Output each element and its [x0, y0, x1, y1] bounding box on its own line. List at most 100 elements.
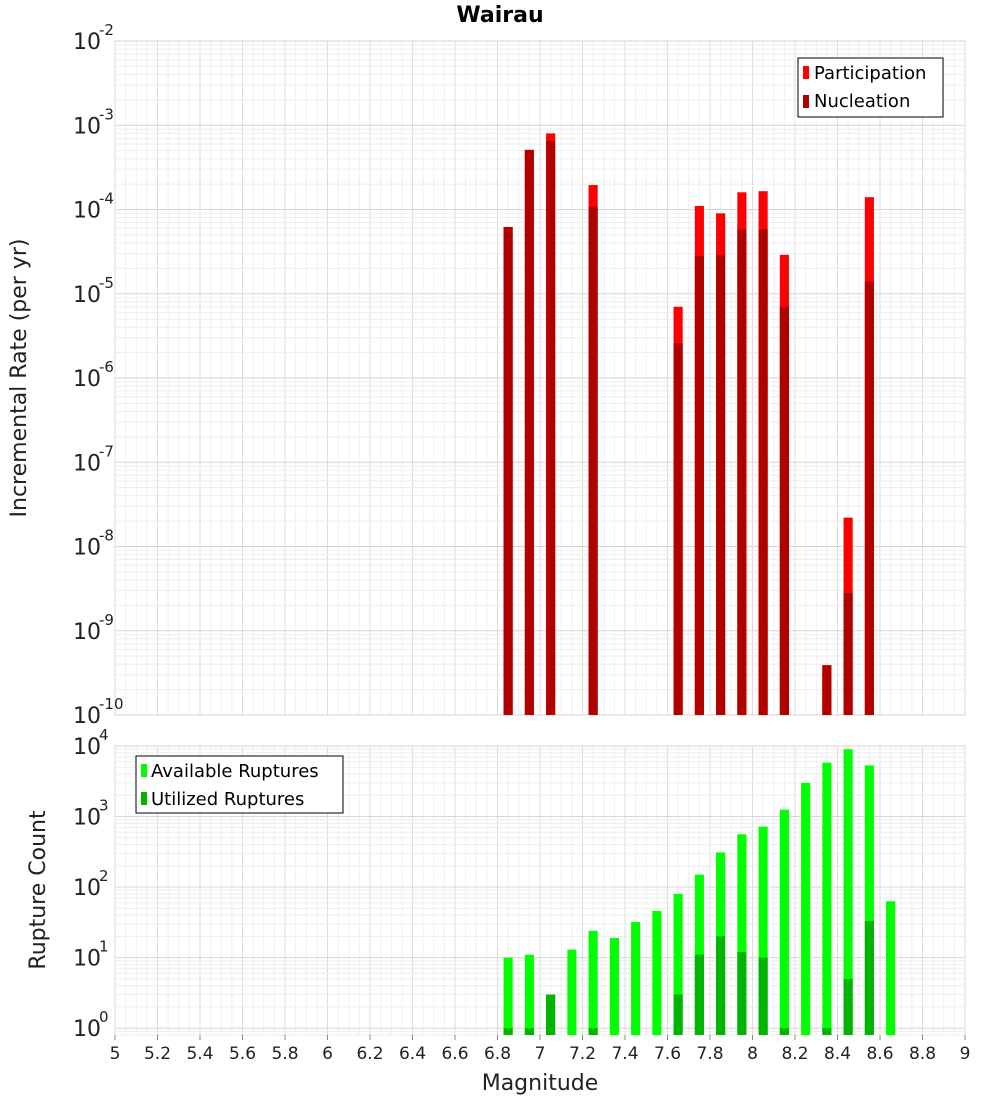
x-tick-label: 7.6 [654, 1044, 681, 1064]
legend-label-utilized: Utilized Ruptures [151, 789, 304, 810]
y-tick-label: 10 [73, 536, 101, 561]
y-tick-label: 10 [73, 704, 101, 729]
y-tick-exponent: -4 [99, 190, 114, 208]
x-tick-label: 6.6 [441, 1044, 468, 1064]
y-tick-exponent: -10 [99, 695, 124, 713]
bar-nucleation [503, 226, 513, 715]
y-tick-label: 10 [73, 947, 101, 972]
top-legend-box [797, 57, 944, 118]
x-tick-label: 7.8 [696, 1044, 723, 1064]
bar-nucleation [524, 149, 534, 715]
top-legend: Participation Nucleation [797, 57, 944, 118]
bar-available-ruptures [779, 809, 789, 1035]
bar-nucleation [779, 306, 789, 715]
bar-utilized-ruptures [864, 921, 874, 1035]
x-tick-label: 5 [110, 1044, 121, 1064]
y-tick-exponent: 4 [99, 726, 109, 744]
bottom-legend: Available Ruptures Utilized Ruptures [135, 755, 344, 814]
bar-utilized-ruptures [822, 1028, 832, 1035]
bar-utilized-ruptures [673, 994, 683, 1035]
bar-available-ruptures [737, 834, 747, 1035]
bottom-legend-box [135, 755, 344, 814]
x-tick-label: 7 [535, 1044, 546, 1064]
x-tick-label: 7.2 [569, 1044, 596, 1064]
bar-nucleation [822, 665, 832, 715]
bar-available-ruptures [609, 937, 619, 1035]
bottom-y-axis-title: Rupture Count [26, 810, 51, 970]
bar-nucleation [588, 206, 598, 715]
y-tick-exponent: -9 [99, 611, 114, 629]
bar-utilized-ruptures [588, 1028, 598, 1035]
x-tick-label: 6.2 [356, 1044, 383, 1064]
x-tick-label: 8.6 [866, 1044, 893, 1064]
legend-label-participation: Participation [814, 63, 926, 84]
x-tick-label: 5.4 [186, 1044, 213, 1064]
bar-nucleation [758, 229, 768, 715]
y-tick-label: 10 [73, 30, 101, 55]
y-tick-label: 10 [73, 876, 101, 901]
y-tick-label: 10 [73, 283, 101, 308]
y-tick-exponent: -3 [99, 105, 114, 123]
bar-nucleation [843, 593, 853, 715]
bar-available-ruptures [567, 949, 577, 1035]
y-tick-label: 10 [73, 199, 101, 224]
y-tick-label: 10 [73, 367, 101, 392]
bar-utilized-ruptures [694, 954, 704, 1035]
legend-label-nucleation: Nucleation [814, 91, 910, 112]
bar-utilized-ruptures [758, 957, 768, 1035]
bar-nucleation [737, 229, 747, 715]
x-tick-label: 7.4 [611, 1044, 638, 1064]
bar-available-ruptures [524, 954, 534, 1035]
x-tick-label: 9 [960, 1044, 971, 1064]
bar-available-ruptures [843, 749, 853, 1035]
bar-available-ruptures [864, 765, 874, 1035]
bar-available-ruptures [652, 910, 662, 1035]
y-tick-exponent: -6 [99, 358, 114, 376]
top-grid [114, 40, 966, 716]
x-tick-label: 8.4 [824, 1044, 851, 1064]
y-tick-exponent: 1 [99, 938, 109, 956]
y-tick-label: 10 [73, 451, 101, 476]
x-tick-label: 8.8 [909, 1044, 936, 1064]
legend-swatch-utilized [141, 792, 147, 805]
x-tick-label: 6.8 [484, 1044, 511, 1064]
x-tick-label: 5.2 [144, 1044, 171, 1064]
top-bars [503, 133, 874, 716]
bar-utilized-ruptures [716, 936, 726, 1035]
bar-available-ruptures [588, 930, 598, 1035]
bar-available-ruptures [822, 762, 832, 1035]
bar-utilized-ruptures [779, 1028, 789, 1035]
y-tick-label: 10 [73, 735, 101, 760]
bottom-bars [503, 749, 896, 1035]
bar-utilized-ruptures [546, 994, 556, 1035]
bar-utilized-ruptures [524, 1028, 534, 1035]
x-tick-label: 5.6 [229, 1044, 256, 1064]
bar-available-ruptures [801, 782, 811, 1035]
x-tick-label: 8 [747, 1044, 758, 1064]
bar-nucleation [864, 281, 874, 715]
bar-available-ruptures [886, 901, 896, 1035]
x-ticks: 5 5.2 5.4 5.6 5.8 6 6.2 6.4 6.6 6.8 7 7.2 7.4 7.6 7.8 8… [110, 1035, 971, 1064]
y-tick-exponent: 3 [99, 797, 109, 815]
x-tick-label: 6.4 [399, 1044, 426, 1064]
y-tick-exponent: -5 [99, 274, 114, 292]
y-tick-label: 10 [73, 1017, 101, 1042]
bar-available-ruptures [503, 957, 513, 1035]
bar-available-ruptures [631, 921, 641, 1035]
x-axis-title: Magnitude [482, 1071, 599, 1096]
bar-nucleation [546, 141, 556, 715]
legend-swatch-participation [803, 66, 809, 79]
legend-label-available: Available Ruptures [151, 761, 319, 782]
x-tick-label: 6 [322, 1044, 333, 1064]
x-tick-label: 8.2 [781, 1044, 808, 1064]
y-tick-exponent: -7 [99, 442, 114, 460]
y-tick-label: 10 [73, 806, 101, 831]
chart-title: Wairau [456, 3, 543, 28]
top-y-axis-title: Incremental Rate (per yr) [7, 239, 32, 518]
bar-available-ruptures [758, 826, 768, 1035]
y-tick-exponent: 0 [99, 1008, 109, 1026]
legend-swatch-nucleation [803, 95, 809, 108]
